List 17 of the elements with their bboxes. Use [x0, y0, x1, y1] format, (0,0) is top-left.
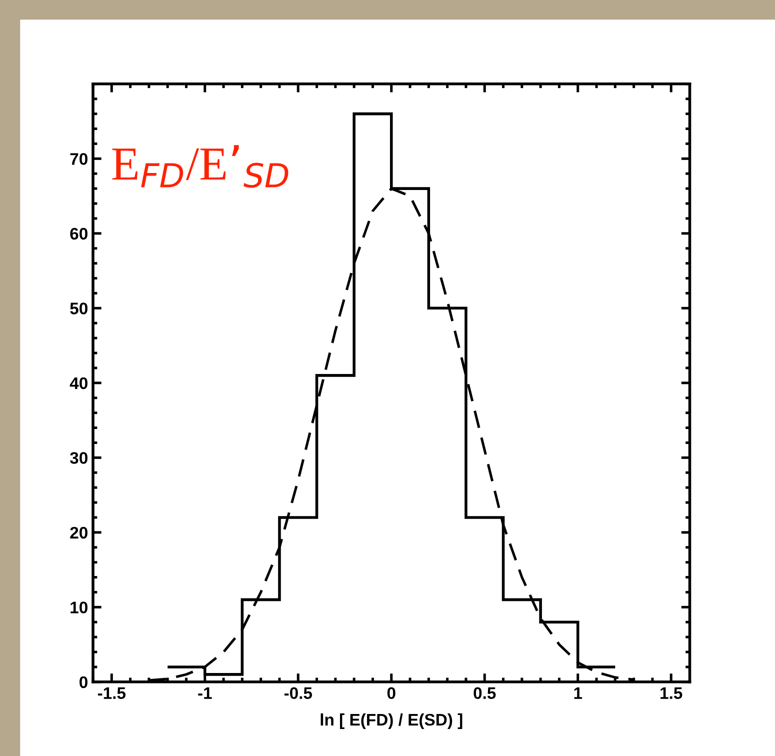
- y-tick-label: 70: [70, 153, 88, 165]
- x-tick-label: 1: [574, 687, 582, 699]
- x-tick-label: 0: [387, 687, 396, 700]
- y-tick-label: 60: [70, 228, 88, 240]
- y-tick-label: 50: [70, 302, 88, 314]
- x-tick-label: -1: [198, 687, 212, 699]
- y-tick-label: 0: [80, 676, 88, 688]
- x-tick-label: -1.5: [98, 687, 126, 700]
- x-axis-title: ln [ E(FD) / E(SD) ]: [320, 713, 462, 729]
- y-tick-label: 40: [70, 377, 88, 390]
- y-tick-label: 10: [70, 602, 88, 614]
- x-tick-label: 0.5: [474, 687, 496, 700]
- y-tick-label: 30: [70, 452, 88, 464]
- x-tick-label: 1.5: [660, 687, 682, 700]
- y-tick-label: 20: [70, 526, 88, 539]
- annotation: E$_{FD}$/E’$_{SD}$: [112, 145, 288, 188]
- x-tick-label: -0.5: [284, 687, 312, 700]
